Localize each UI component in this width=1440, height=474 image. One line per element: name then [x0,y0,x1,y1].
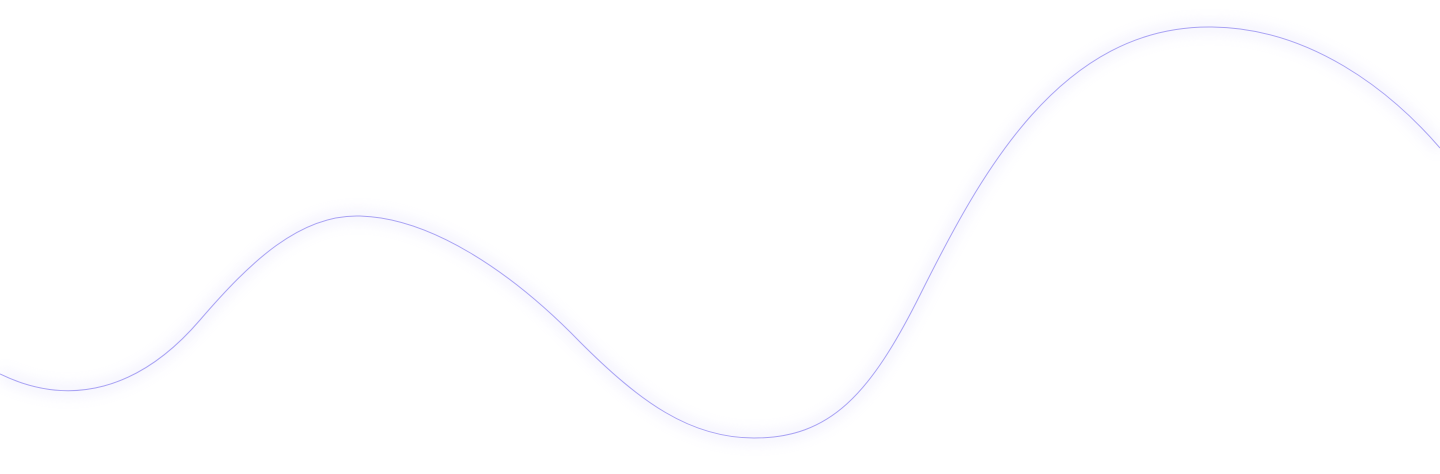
wave-line [0,26,1440,439]
wave-glow [0,21,1440,444]
